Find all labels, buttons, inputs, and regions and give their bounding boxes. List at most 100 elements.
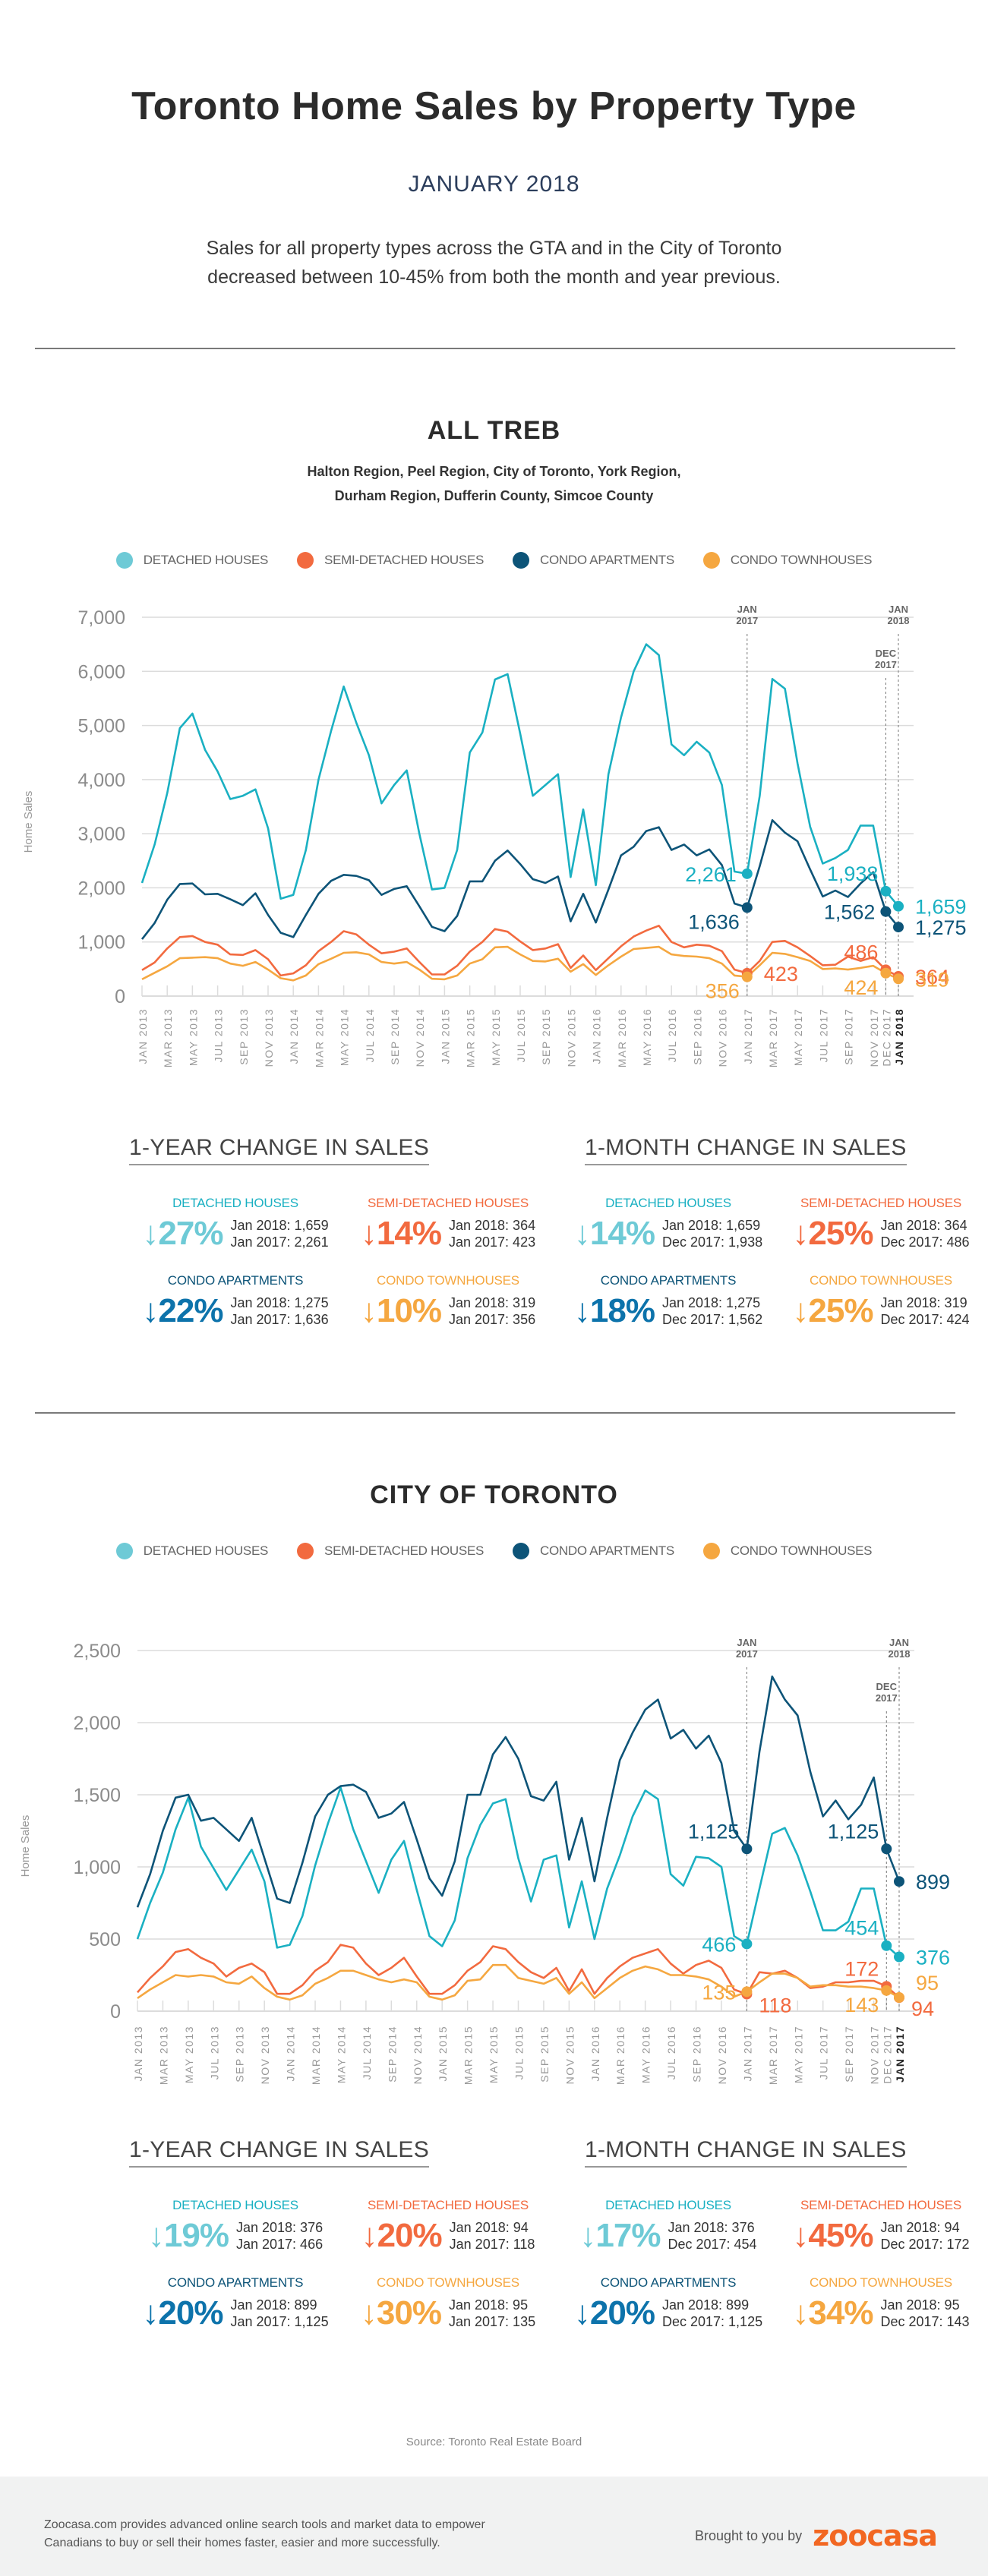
x-tick-label: NOV 2015 xyxy=(563,2026,576,2084)
stat-percent-change: ↓20% xyxy=(142,2294,223,2332)
marker-label: 2018 xyxy=(888,615,910,626)
stat-percent-change: ↓27% xyxy=(142,1215,223,1252)
stat-value-previous: Jan 2017: 356 xyxy=(448,1312,536,1327)
stat-value-previous: Dec 2017: 172 xyxy=(880,2237,970,2252)
stat-value-current: Jan 2018: 364 xyxy=(880,1218,967,1233)
legend-dot-condo-apt xyxy=(513,1543,530,1559)
divider xyxy=(35,1412,955,1414)
x-tick-label: SEP 2015 xyxy=(540,1008,552,1065)
data-label: 1,125 xyxy=(688,1820,740,1843)
data-label: 356 xyxy=(705,980,740,1003)
x-tick-label: SEP 2013 xyxy=(238,1008,250,1065)
stats-heading: 1-MONTH CHANGE IN SALES xyxy=(585,1135,907,1165)
stat-condo-apt: CONDO APARTMENTS ↓18% Jan 2018: 1,275 Dec 2… xyxy=(562,1273,775,1328)
stat-values: Jan 2018: 899 Dec 2017: 1,125 xyxy=(662,2297,762,2330)
stat-values: Jan 2018: 376 Dec 2017: 454 xyxy=(668,2219,756,2253)
legend-label: SEMI-DETACHED HOUSES xyxy=(324,1543,485,1558)
x-tick-label: JAN 2018 xyxy=(893,1008,905,1065)
stat-value-previous: Jan 2017: 135 xyxy=(448,2314,536,2329)
stat-values: Jan 2018: 376 Jan 2017: 466 xyxy=(236,2219,323,2253)
x-tick-label: MAR 2017 xyxy=(767,2026,779,2085)
stat-value-current: Jan 2018: 94 xyxy=(449,2220,529,2235)
series-line-condo-apt xyxy=(136,1675,901,1908)
legend-item-detached: DETACHED HOUSES xyxy=(115,1543,268,1559)
footer-about: Zoocasa.com provides advanced online sea… xyxy=(44,2516,591,2552)
zoocasa-logo[interactable]: zoocasa xyxy=(813,2519,938,2552)
stat-value-current: Jan 2018: 1,659 xyxy=(230,1218,329,1233)
region-line-1: Halton Region, Peel Region, City of Toro… xyxy=(307,464,681,479)
data-point-condo-th xyxy=(741,971,753,982)
series-line-condo-apt xyxy=(140,818,900,940)
data-label: 424 xyxy=(844,976,878,999)
stat-value-previous: Jan 2017: 1,636 xyxy=(230,1312,329,1327)
stat-percent-change: ↓25% xyxy=(792,1292,873,1329)
data-label: 454 xyxy=(844,1917,879,1940)
stat-value-current: Jan 2018: 899 xyxy=(661,2297,750,2313)
stat-percent-change: ↓18% xyxy=(573,1292,655,1329)
stat-grid: DETACHED HOUSES ↓27% Jan 2018: 1,659 Jan 20… xyxy=(129,1196,554,1328)
stat-values: Jan 2018: 1,659 Jan 2017: 2,261 xyxy=(230,1217,328,1250)
data-label: 423 xyxy=(764,963,798,985)
stat-body: ↓14% Jan 2018: 1,659 Dec 2017: 1,938 xyxy=(562,1217,775,1250)
x-tick-label: MAR 2014 xyxy=(310,2026,322,2085)
stat-values: Jan 2018: 94 Dec 2017: 172 xyxy=(880,2219,969,2253)
stat-values: Jan 2018: 319 Jan 2017: 356 xyxy=(449,1294,535,1328)
intro-line-1: Sales for all property types across the … xyxy=(206,238,782,259)
x-tick-label: JUL 2017 xyxy=(818,2026,830,2079)
region-list: Halton Region, Peel Region, City of Toro… xyxy=(0,459,988,508)
data-label: 1,659 xyxy=(915,896,967,919)
stat-label: DETACHED HOUSES xyxy=(605,2198,731,2212)
x-tick-label: NOV 2017 xyxy=(869,2026,881,2084)
data-label: 172 xyxy=(844,1957,879,1980)
series-line-semi xyxy=(137,1944,900,1999)
section-title-all-treb: ALL TREB xyxy=(427,416,561,445)
marker-label: DEC xyxy=(876,1681,898,1692)
x-tick-label: NOV 2013 xyxy=(263,1008,275,1067)
y-tick-label: 2,000 xyxy=(77,878,125,899)
x-tick-label: JUL 2015 xyxy=(515,1008,527,1062)
brought-by-label: Brought to you by xyxy=(695,2527,803,2543)
x-tick-label: MAY 2016 xyxy=(640,2026,652,2083)
x-tick-label: MAR 2017 xyxy=(767,1008,779,1067)
legend-dot-detached xyxy=(115,1543,133,1559)
marker-label: 2017 xyxy=(876,1692,898,1704)
x-tick-label: DEC 2017 xyxy=(880,1008,892,1067)
x-tick-label: MAY 2014 xyxy=(339,1008,351,1066)
y-tick-label: 5,000 xyxy=(77,716,125,737)
x-tick-label: DEC 2017 xyxy=(881,2026,893,2084)
stat-value-current: Jan 2018: 1,659 xyxy=(661,1218,761,1233)
stat-body: ↓27% Jan 2018: 1,659 Jan 2017: 2,261 xyxy=(129,1217,342,1250)
y-tick-label: 1,000 xyxy=(73,1857,121,1878)
stat-values: Jan 2018: 364 Dec 2017: 486 xyxy=(880,1217,969,1250)
stat-values: Jan 2018: 95 Dec 2017: 143 xyxy=(880,2297,969,2330)
footer-bar xyxy=(0,2477,988,2576)
stat-value-previous: Dec 2017: 1,562 xyxy=(661,1312,763,1327)
x-tick-label: MAR 2013 xyxy=(162,1008,174,1067)
data-point-condo-apt xyxy=(893,922,904,933)
y-tick-label: 3,000 xyxy=(77,824,125,845)
legend-label: DETACHED HOUSES xyxy=(143,553,269,567)
x-tick-label: MAY 2013 xyxy=(187,1008,199,1066)
data-label: 2,261 xyxy=(685,863,737,886)
stat-values: Jan 2018: 1,275 Dec 2017: 1,562 xyxy=(662,1294,762,1328)
x-tick-label: MAR 2014 xyxy=(313,1008,325,1067)
x-tick-label: MAY 2017 xyxy=(792,1008,804,1066)
stat-values: Jan 2018: 95 Jan 2017: 135 xyxy=(449,2297,535,2330)
y-tick-label: 500 xyxy=(89,1929,121,1950)
x-tick-label: NOV 2015 xyxy=(565,1008,577,1067)
legend-dot-detached xyxy=(115,552,133,569)
stat-label: SEMI-DETACHED HOUSES xyxy=(800,2198,961,2212)
stat-value-current: Jan 2018: 95 xyxy=(448,2297,529,2313)
chart-legend-toronto: DETACHED HOUSES SEMI-DETACHED HOUSES CON… xyxy=(0,1543,988,1559)
y-tick-label: 4,000 xyxy=(77,770,125,791)
x-tick-label: JAN 2017 xyxy=(742,1008,754,1064)
stat-percent-change: ↓14% xyxy=(360,1215,442,1252)
data-point-detached xyxy=(894,1951,904,1963)
legend-dot-semi xyxy=(297,1543,314,1559)
x-tick-label: MAR 2015 xyxy=(462,2026,475,2085)
stat-condo-apt: CONDO APARTMENTS ↓20% Jan 2018: 899 Jan 201… xyxy=(129,2275,342,2330)
stat-value-previous: Dec 2017: 143 xyxy=(880,2314,970,2329)
series-line-condo-th xyxy=(137,1963,900,2001)
stat-values: Jan 2018: 1,659 Dec 2017: 1,938 xyxy=(662,1217,762,1250)
series-line-condo-th xyxy=(141,945,899,982)
